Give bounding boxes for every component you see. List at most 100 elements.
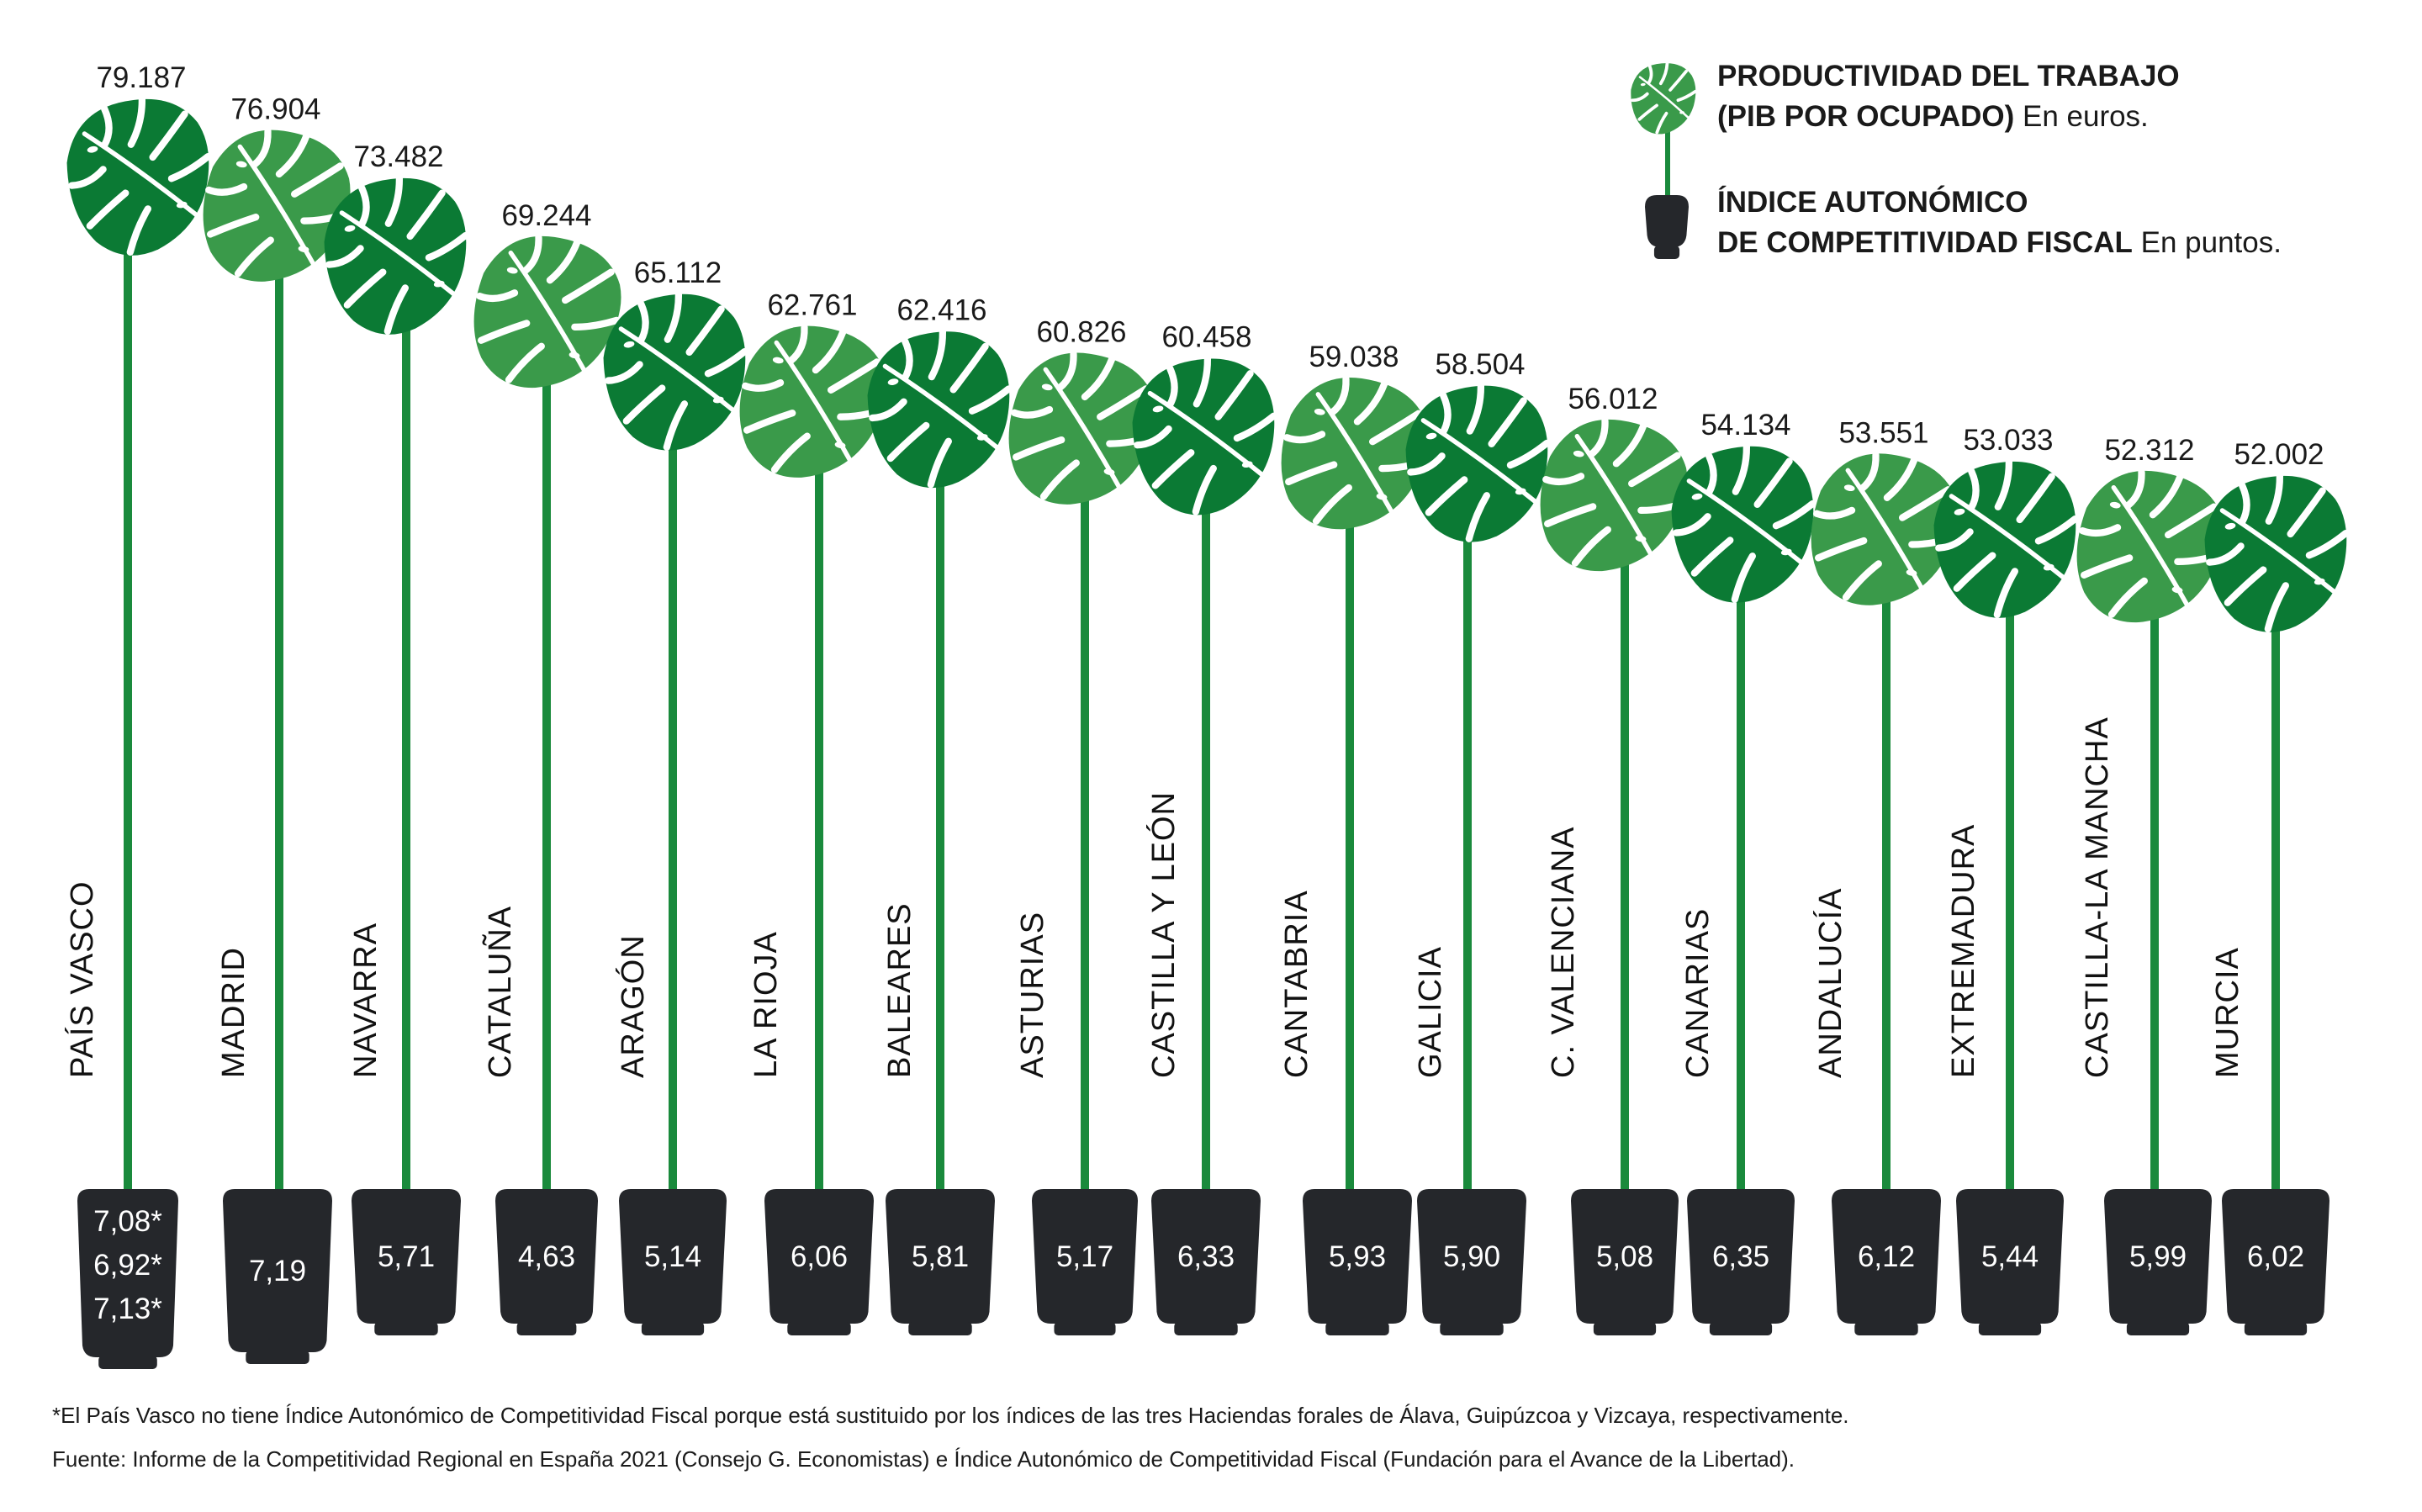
leaf-slit [1994,458,2013,510]
fiscal-value-label: 6,92* [93,1249,162,1282]
leaf-hole [344,225,356,232]
footnote: *El País Vasco no tiene Índice Autonómic… [52,1403,1849,1428]
leaf-slit [928,328,947,381]
legend-leaf-icon-slit [1655,111,1668,135]
leaf-slit [1312,484,1352,525]
pot [886,1189,995,1335]
leaf-hole [772,357,784,364]
leaf-slit [2016,473,2055,524]
leaf-slit [521,234,542,275]
leaf-slit [869,398,907,422]
leaf-slit [1506,439,1551,469]
pot [1832,1189,1941,1335]
legend-leaf-icon-slit [1668,69,1688,92]
legend-leaf-icon-hole [1679,111,1684,114]
productivity-value-label: 73.482 [353,140,443,173]
leaf-midrib [1043,367,1124,494]
plant-6: 62.416 BALEARES 5,81 [867,293,1013,1335]
fiscal-value-label: 5,99 [2129,1240,2187,1273]
leaf [473,234,621,389]
plant-10: 58.504 GALICIA 5,90 [1405,348,1551,1335]
legend-pot-icon-foot [1653,246,1680,259]
pot-body [495,1189,598,1324]
pot [223,1189,332,1364]
plant-9: 59.038 CANTABRIA 5,93 [1279,341,1429,1335]
fiscal-value-label: 6,02 [2247,1240,2304,1273]
pot-body [1417,1189,1526,1324]
leaf-slit [1993,568,2018,619]
leaf-midrib [1845,468,1927,595]
pot-body [764,1189,874,1324]
leaf-slit [968,385,1013,415]
productivity-value-label: 52.312 [2104,434,2194,467]
leaf-slit [605,361,643,384]
leaf-slit [2079,524,2122,537]
legend-bold-part: DE COMPETITIVIDAD FISCAL [1717,226,2133,259]
leaf-slit [68,166,107,189]
pot-foot [1054,1322,1116,1335]
region-label: ANDALUCÍA [1812,888,1848,1079]
leaf-slit [1883,456,1918,501]
productivity-value-label: 59.038 [1309,341,1399,373]
leaf-slit [812,329,847,374]
leaf-slit [205,182,248,196]
productivity-value-label: 52.002 [2234,438,2324,471]
leaf-slit [1544,503,1597,527]
leaf-slit [1935,528,1974,552]
legend-pot-icon-body [1645,195,1689,247]
leaf [2076,468,2224,623]
pot [1956,1189,2064,1335]
pot-body [223,1189,332,1352]
leaf-hole [2043,563,2054,571]
fiscal-value-label: 6,35 [1712,1240,1769,1273]
leaf-hole [2109,501,2121,509]
leaf [203,127,351,282]
fiscal-value-label: 5,17 [1056,1240,1113,1273]
pot [77,1189,178,1369]
leaf-slit [2123,468,2145,510]
plants-layer: 79.187 PAÍS VASCO 7,08* 6,92* 7,13* 76.904 MAD… [64,61,2350,1369]
leaf-slit [406,189,446,241]
fiscal-value-label: 5,90 [1443,1240,1500,1273]
leaf-slit [1151,449,1195,489]
leaf [2204,473,2350,633]
pot-body [352,1189,461,1324]
leaf-slit [1899,486,1952,521]
leaf-slit [127,96,146,148]
leaf-slit [425,232,469,262]
pot [1032,1189,1138,1335]
leaf-hole [298,246,309,252]
region-label: CASTILLA-LA MANCHA [2080,716,2115,1078]
leaf-slit [1285,461,1338,486]
leaf [66,96,212,256]
legend-subtitle: DE COMPETITIVIDAD FISCAL En puntos. [1717,226,2282,259]
pot-foot [1440,1322,1504,1335]
leaf-slit [1369,410,1422,446]
leaf-hole [1515,488,1526,495]
leaf [324,175,469,336]
pot-foot [787,1322,851,1335]
leaf-slit [1732,442,1751,495]
region-label: CATALUÑA [482,906,518,1078]
legend-unit: En puntos. [2133,226,2282,259]
productivity-value-label: 69.244 [501,199,591,232]
leaf-hole [2171,586,2183,594]
leaf-slit [901,337,913,382]
region-label: ARAGÓN [615,934,651,1078]
leaf [1132,355,1277,515]
leaf-midrib [1574,434,1656,561]
leaf-slit [1214,370,1254,420]
pot-body [2222,1189,2329,1324]
leaf-slit [927,437,952,489]
leaf-hole [506,267,518,274]
productivity-value-label: 65.112 [634,256,722,289]
leaf-hole [887,378,899,385]
fiscal-value-label: 6,33 [1177,1240,1235,1273]
fiscal-value-label: 5,81 [912,1240,969,1273]
leaf-hole [976,434,988,441]
leaf-slit [1011,405,1054,419]
leaf-hole [1954,508,1965,515]
leaf-slit [1488,397,1527,447]
leaf-slit [1439,392,1452,436]
pot-body [1687,1189,1795,1324]
